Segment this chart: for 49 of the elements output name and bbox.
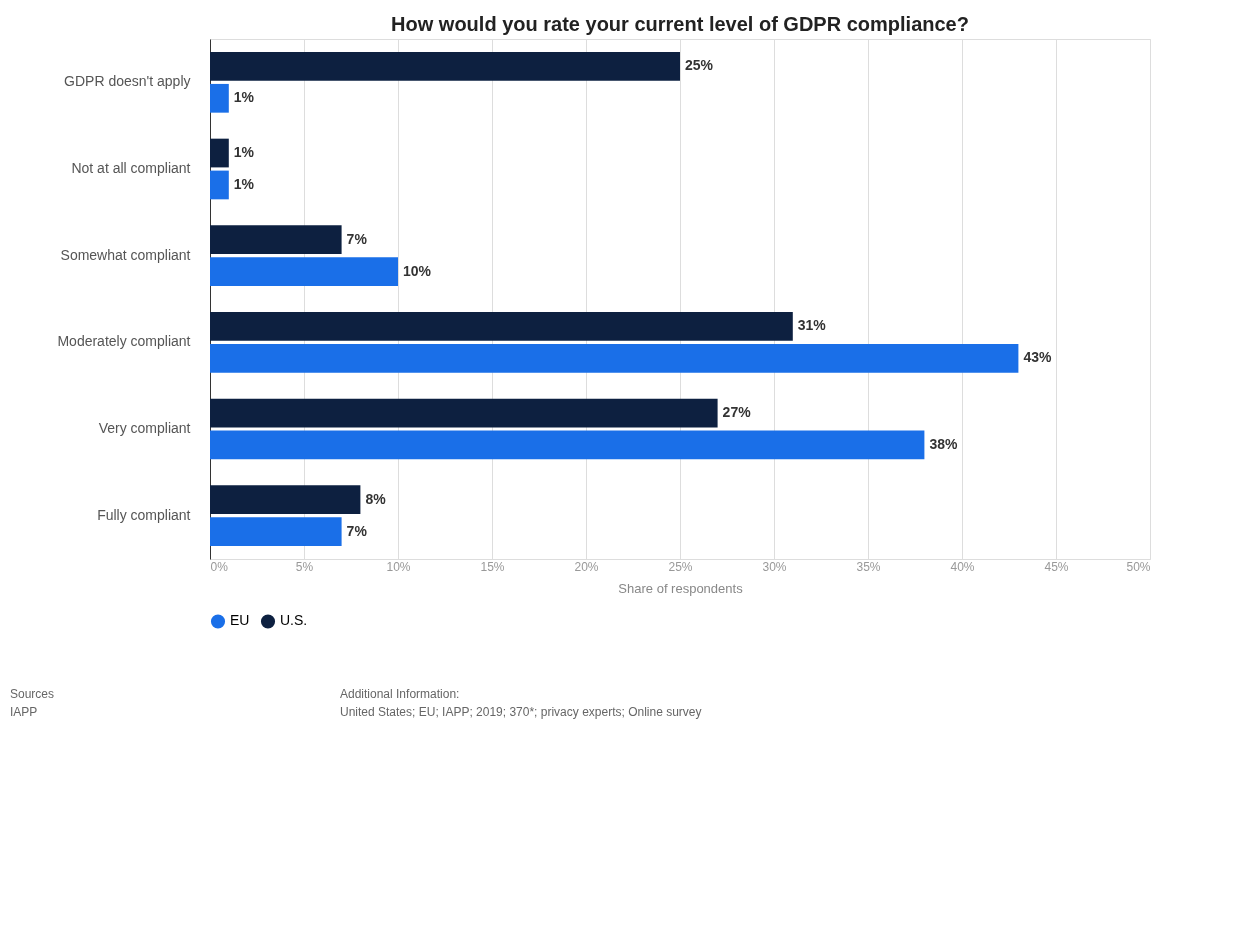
x-tick-label: 25% bbox=[668, 559, 693, 574]
y-tick-label: Somewhat compliant bbox=[60, 246, 191, 263]
data-label: 38% bbox=[929, 435, 958, 452]
x-tick-label: 35% bbox=[856, 559, 881, 574]
text: IAPP bbox=[10, 705, 38, 719]
y-tick-label: Not at all compliant bbox=[71, 160, 191, 176]
y-tick-label: Fully compliant bbox=[97, 506, 191, 523]
data-label: 7% bbox=[346, 522, 368, 539]
chart-title: How would you rate your current level of GDPR compliance? bbox=[391, 13, 969, 35]
text: Additional Information: bbox=[340, 687, 460, 701]
bar bbox=[210, 517, 342, 546]
data-label: 8% bbox=[365, 490, 387, 507]
bar bbox=[210, 312, 793, 341]
bar bbox=[210, 257, 398, 286]
x-axis-title: Share of respondents bbox=[618, 580, 744, 596]
x-tick-label: 50% bbox=[1126, 559, 1151, 574]
bar bbox=[210, 430, 925, 460]
x-tick-label: 10% bbox=[386, 559, 411, 574]
bar bbox=[210, 398, 718, 428]
x-tick-label: 40% bbox=[950, 559, 975, 574]
data-label: 25% bbox=[685, 57, 714, 74]
x-tick-label: 20% bbox=[574, 559, 599, 574]
data-label: 31% bbox=[797, 317, 827, 334]
data-label: 7% bbox=[346, 230, 368, 247]
bar bbox=[210, 170, 229, 200]
x-tick-label: 15% bbox=[480, 559, 505, 574]
x-tick-label: 45% bbox=[1044, 559, 1069, 574]
data-label: 1% bbox=[233, 175, 255, 192]
y-tick-label: Moderately compliant bbox=[57, 333, 191, 350]
bar bbox=[210, 138, 229, 168]
legend-label: U.S. bbox=[280, 612, 308, 629]
bar bbox=[210, 485, 361, 515]
data-label: 10% bbox=[403, 262, 432, 279]
bar bbox=[210, 343, 1019, 373]
x-tick-label: 30% bbox=[762, 559, 787, 574]
bar bbox=[210, 225, 342, 255]
legend-label: EU bbox=[230, 612, 250, 629]
x-tick-label: 0% bbox=[210, 559, 229, 574]
bar bbox=[210, 52, 680, 81]
bar bbox=[210, 83, 229, 113]
data-label: 43% bbox=[1023, 349, 1052, 366]
data-label: 1% bbox=[233, 144, 255, 161]
y-tick-label: Very compliant bbox=[98, 420, 191, 436]
text: Sources bbox=[10, 687, 55, 701]
y-tick-label: GDPR doesn't apply bbox=[64, 73, 191, 90]
data-label: 1% bbox=[233, 89, 255, 106]
data-label: 27% bbox=[722, 404, 752, 421]
text: United States; EU; IAPP; 2019; 370*; privacy experts; Online survey bbox=[340, 705, 702, 719]
x-tick-label: 5% bbox=[295, 559, 314, 574]
